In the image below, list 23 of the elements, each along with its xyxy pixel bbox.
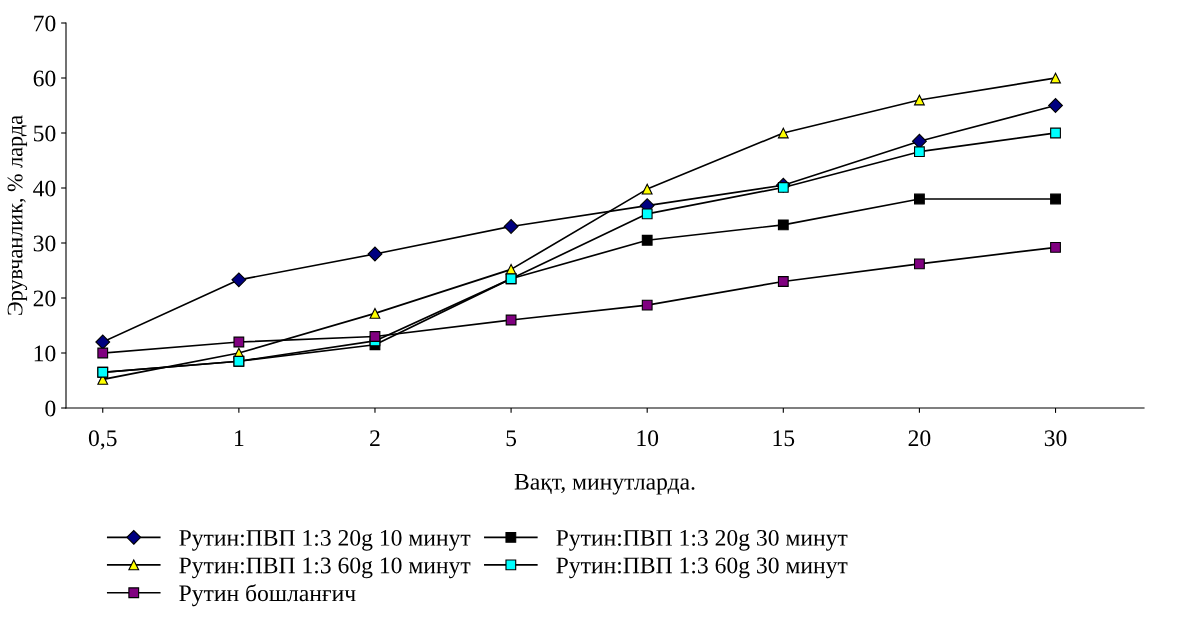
x-tick-label: 0,5	[88, 430, 117, 450]
x-tick-label: 5	[506, 430, 517, 447]
y-tick-label: 10	[34, 345, 56, 362]
legend-label: Рутин:ПВП 1:3 20g 30 минут	[556, 529, 848, 551]
legend-label: Рутин:ПВП 1:3 60g 30 минут	[556, 557, 848, 579]
legend-label: Рутин:ПВП 1:3 60g 10 минут	[179, 557, 471, 579]
x-tick-label: 10	[637, 430, 659, 447]
x-tick-label: 30	[1044, 430, 1067, 447]
y-tick-label: 70	[34, 15, 56, 32]
y-tick-label: 0	[45, 400, 56, 417]
x-tick-label: 1	[235, 430, 244, 446]
y-axis-title: Эрувчанлик, % ларда	[7, 115, 28, 315]
y-tick-label: 40	[33, 180, 56, 197]
legend-label: Рутин:ПВП 1:3 20g 10 минут	[179, 529, 471, 551]
y-tick-label: 50	[34, 125, 56, 142]
x-tick-label: 20	[908, 430, 931, 447]
x-axis-title: Вақт, минутларда.	[514, 474, 695, 495]
y-tick-label: 30	[33, 235, 56, 252]
x-tick-label: 2	[370, 430, 380, 446]
y-tick-label: 60	[33, 70, 56, 87]
x-tick-label: 15	[773, 430, 795, 447]
y-tick-label: 20	[33, 290, 56, 307]
legend-label: Рутин бошланғич	[179, 584, 356, 607]
